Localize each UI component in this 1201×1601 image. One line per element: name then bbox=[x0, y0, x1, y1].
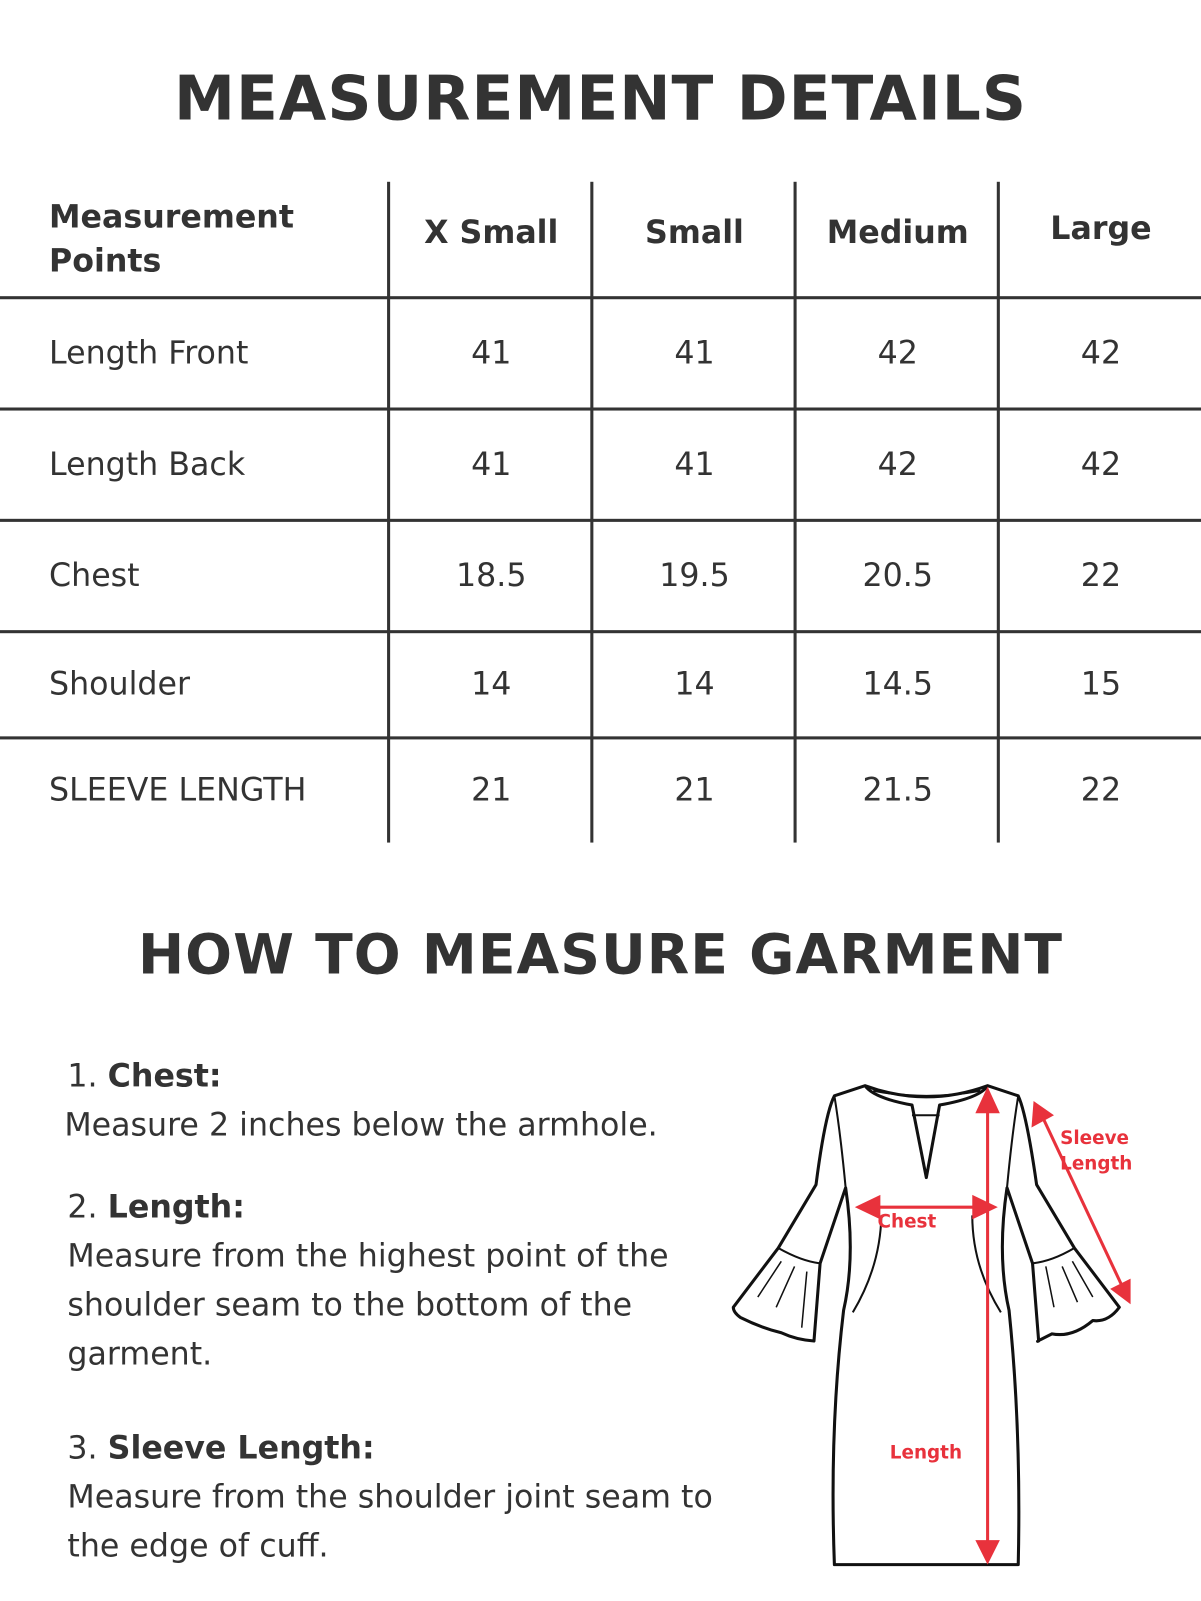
table-cell: 15 bbox=[1080, 665, 1122, 703]
column-divider bbox=[387, 181, 391, 843]
column-divider bbox=[590, 181, 594, 843]
table-cell: 14.5 bbox=[862, 665, 933, 703]
row-divider bbox=[0, 296, 1201, 300]
table-cell: 41 bbox=[674, 334, 715, 372]
sleeve-label-line2: Length bbox=[1060, 1153, 1132, 1174]
step-text: Measure from the shoulder joint seam to … bbox=[67, 1478, 713, 1565]
table-cell: 41 bbox=[471, 445, 512, 483]
row-label: SLEEVE LENGTH bbox=[49, 772, 307, 809]
dress-illustration bbox=[731, 1084, 1121, 1567]
step-name: Length: bbox=[107, 1188, 245, 1226]
step-name: Chest: bbox=[107, 1058, 222, 1095]
row-label: Shoulder bbox=[49, 665, 191, 703]
measure-arrows bbox=[854, 1086, 1131, 1565]
step-text: Measure 2 inches below the armhole. bbox=[64, 1107, 658, 1144]
table-cell: 41 bbox=[674, 445, 715, 483]
arrow-head-icon bbox=[975, 1086, 1000, 1114]
row-label: Length Back bbox=[49, 445, 246, 483]
row-divider bbox=[0, 518, 1201, 522]
table-cell: 20.5 bbox=[862, 557, 933, 594]
sleeve-arrow-line bbox=[1040, 1114, 1125, 1290]
step-text: Measure from the highest point of the sh… bbox=[67, 1237, 669, 1373]
row-divider bbox=[0, 630, 1201, 634]
instruction-sleeve-length: 3. Sleeve Length: Measure from the shoul… bbox=[67, 1424, 741, 1571]
table-cell: 19.5 bbox=[659, 557, 730, 594]
row-divider bbox=[0, 736, 1201, 740]
arrow-head-icon bbox=[854, 1194, 881, 1220]
step-number: 3. bbox=[67, 1429, 98, 1467]
table-cell: 21 bbox=[674, 772, 715, 809]
table-cell: 41 bbox=[471, 334, 512, 372]
table-cell: 42 bbox=[877, 445, 918, 483]
table-cell: 22 bbox=[1080, 772, 1122, 809]
table-cell: 42 bbox=[877, 334, 918, 372]
sleeve-label-line1: Sleeve bbox=[1060, 1128, 1129, 1149]
arrow-head-icon bbox=[975, 1540, 1000, 1565]
table-cell: 14 bbox=[674, 665, 715, 703]
row-label: Chest bbox=[49, 557, 140, 594]
table-cell: 42 bbox=[1080, 334, 1122, 372]
table-cell: 22 bbox=[1080, 557, 1122, 594]
step-name: Sleeve Length: bbox=[107, 1429, 375, 1467]
arrow-head-icon bbox=[972, 1194, 998, 1220]
column-divider bbox=[793, 181, 797, 843]
header-measurement-points: Measurement Points bbox=[49, 199, 294, 280]
instruction-chest: 1. Chest: Measure 2 inches below the arm… bbox=[64, 1052, 658, 1150]
row-label: Length Front bbox=[49, 334, 249, 372]
column-divider bbox=[996, 181, 1000, 843]
table-cell: 21.5 bbox=[862, 772, 933, 809]
section-title: HOW TO MEASURE GARMENT bbox=[137, 922, 1064, 987]
table-cell: 18.5 bbox=[455, 557, 527, 594]
table-cell: 14 bbox=[471, 665, 512, 703]
arrow-head-icon bbox=[1031, 1100, 1054, 1128]
page-title: MEASUREMENT DETAILS bbox=[174, 63, 1028, 135]
header-small: Small bbox=[645, 214, 744, 252]
row-divider bbox=[0, 407, 1201, 411]
length-label: Length bbox=[890, 1442, 962, 1463]
step-number: 1. bbox=[67, 1058, 98, 1095]
table-cell: 42 bbox=[1080, 445, 1122, 483]
header-large: Large bbox=[1050, 210, 1152, 248]
step-number: 2. bbox=[67, 1188, 98, 1226]
header-medium: Medium bbox=[826, 214, 969, 252]
chest-label: Chest bbox=[878, 1212, 937, 1233]
table-cell: 21 bbox=[471, 772, 512, 809]
header-xsmall: X Small bbox=[424, 214, 559, 252]
instruction-length: 2. Length: Measure from the highest poin… bbox=[67, 1183, 690, 1379]
arrow-head-icon bbox=[1110, 1278, 1131, 1305]
